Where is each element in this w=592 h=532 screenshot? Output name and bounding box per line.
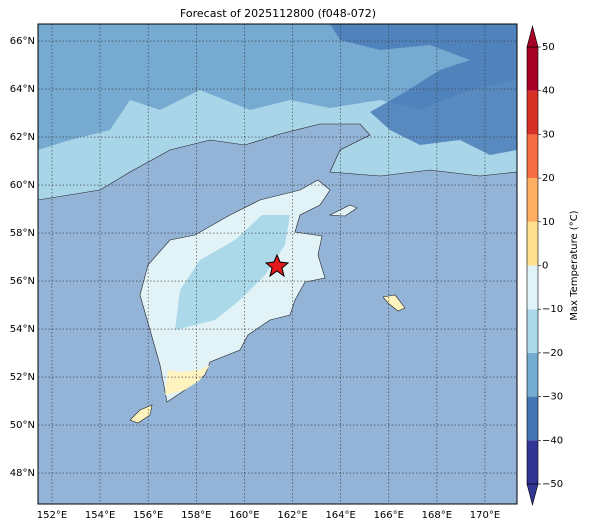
- colorbar-label: Max Temperature (°C): [569, 210, 580, 320]
- colorbar-tick-label: 10: [542, 217, 555, 228]
- warm-coast: [165, 365, 210, 395]
- island: [328, 204, 358, 217]
- y-tick-label: 66°N: [10, 36, 35, 47]
- x-tick-label: 158°E: [181, 510, 211, 521]
- map-frame: [37, 23, 518, 505]
- colorbar-bin: [527, 396, 538, 441]
- title: Forecast of 2025112800 (f048-072): [180, 7, 376, 20]
- colorbar-tick-label: 30: [542, 129, 555, 140]
- colorbar-tick-label: −20: [542, 348, 563, 359]
- colorbar-tick-label: 0: [542, 261, 548, 272]
- colorbar-bin: [527, 90, 538, 135]
- y-tick-label: 60°N: [10, 180, 35, 191]
- map-area: [38, 24, 517, 504]
- x-tick-label: 160°E: [229, 510, 259, 521]
- colorbar-tick-label: −30: [542, 392, 563, 403]
- colorbar-bin: [527, 178, 538, 222]
- y-tick-label: 56°N: [10, 276, 35, 287]
- y-tick-label: 54°N: [10, 324, 35, 335]
- x-tick-label: 170°E: [470, 510, 500, 521]
- interior-cold: [175, 215, 290, 330]
- colorbar-tick-label: −50: [542, 479, 563, 490]
- y-tick-label: 64°N: [10, 84, 35, 95]
- colorbar-bin: [527, 134, 538, 179]
- x-tick-label: 168°E: [422, 510, 452, 521]
- y-tick-label: 50°N: [10, 420, 35, 431]
- cold-band: [38, 24, 517, 150]
- x-tick-label: 164°E: [325, 510, 355, 521]
- colorbar-tick-label: −40: [542, 435, 563, 446]
- location-star: [264, 253, 290, 278]
- y-tick-label: 48°N: [10, 468, 35, 479]
- island: [129, 404, 153, 424]
- colorbar-extend-max: [526, 24, 539, 48]
- colorbar-bin: [527, 309, 538, 353]
- y-tick-label: 52°N: [10, 372, 35, 383]
- x-tick-label: 162°E: [277, 510, 307, 521]
- colorbar-tick-label: 40: [542, 86, 555, 97]
- colorbar-bin: [527, 352, 538, 397]
- x-tick-label: 166°E: [374, 510, 404, 521]
- island: [382, 294, 406, 312]
- colorbar-extend-min: [526, 483, 539, 507]
- colorbar-tick-label: −10: [542, 304, 563, 315]
- colorbar-tick-label: 20: [542, 173, 555, 184]
- x-tick-label: 154°E: [85, 510, 115, 521]
- colorbar-bin: [527, 221, 538, 266]
- y-tick-label: 58°N: [10, 228, 35, 239]
- colorbar-tick-label: 50: [542, 42, 555, 53]
- x-tick-label: 156°E: [133, 510, 163, 521]
- colorbar: −50 −40 −30 −20 −10 0 10 20 30 40 50 Max Temperatur…: [526, 24, 580, 507]
- x-tick-label: 152°E: [37, 510, 67, 521]
- colder-patch: [330, 24, 517, 155]
- y-tick-label: 62°N: [10, 132, 35, 143]
- colorbar-bin: [527, 440, 538, 484]
- colorbar-bin: [527, 47, 538, 91]
- colorbar-bin: [527, 265, 538, 310]
- grid: [38, 24, 517, 504]
